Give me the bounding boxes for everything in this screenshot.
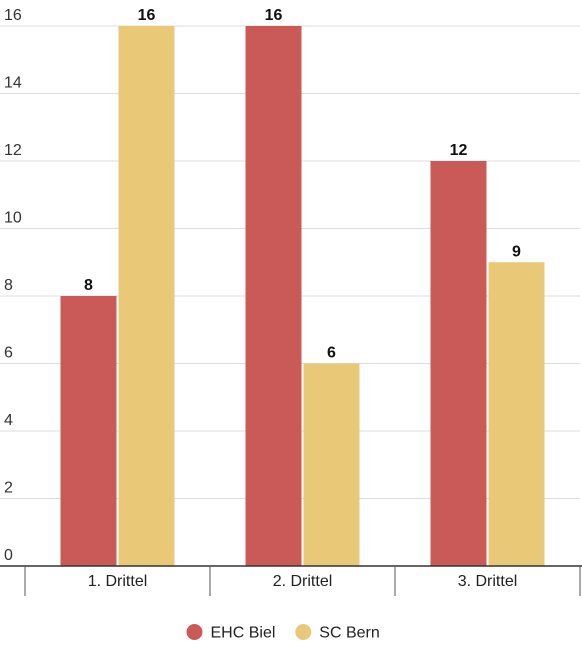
data-label: 12 (450, 142, 468, 159)
bar (488, 262, 545, 566)
legend: EHC Biel SC Bern (186, 624, 380, 642)
y-tick-label: 16 (4, 7, 22, 24)
legend-label: EHC Biel (211, 625, 276, 642)
y-axis-ticks: 0 2 4 6 8 10 12 14 16 (4, 7, 22, 564)
y-tick-label: 10 (4, 210, 22, 227)
legend-swatch (186, 624, 203, 640)
x-axis-categories: 1. Drittel 2. Drittel 3. Drittel (88, 573, 518, 590)
y-tick-label: 12 (4, 142, 22, 159)
bar (303, 363, 360, 566)
x-axis (0, 565, 582, 596)
legend-label: SC Bern (319, 625, 379, 642)
data-label: 8 (84, 277, 93, 294)
bar (245, 26, 302, 566)
y-tick-label: 4 (4, 412, 13, 429)
data-label: 6 (327, 345, 336, 362)
bar (118, 26, 175, 566)
y-tick-label: 14 (4, 75, 22, 92)
data-label: 16 (265, 7, 283, 24)
bar (60, 296, 117, 566)
data-label: 9 (512, 243, 521, 260)
y-tick-label: 6 (4, 345, 13, 362)
x-tick-label: 1. Drittel (88, 573, 148, 590)
data-labels: 8 16 16 6 12 9 (84, 7, 521, 362)
bar (430, 161, 487, 566)
x-tick-label: 2. Drittel (273, 573, 333, 590)
bars (60, 26, 545, 566)
y-tick-label: 8 (4, 277, 13, 294)
y-tick-label: 2 (4, 480, 13, 497)
data-label: 16 (138, 7, 156, 24)
legend-swatch (295, 624, 312, 640)
x-tick-label: 3. Drittel (458, 573, 518, 590)
y-tick-label: 0 (4, 547, 13, 564)
